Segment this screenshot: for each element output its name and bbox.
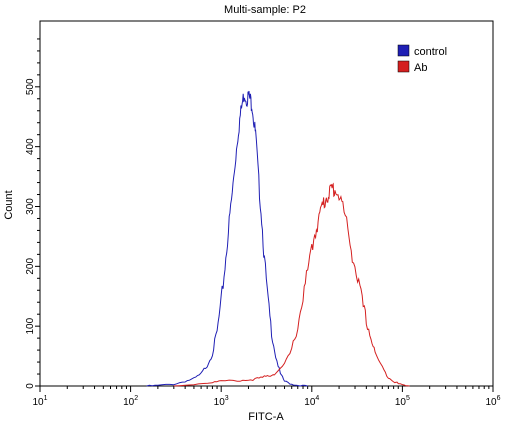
series-line-control — [146, 90, 308, 387]
x-tick-base: 10 — [395, 397, 407, 408]
x-tick-exponent: 3 — [225, 395, 229, 402]
x-tick-label: 102 — [123, 395, 138, 408]
y-axis-label: Count — [3, 190, 15, 219]
series-line-ab — [173, 182, 410, 387]
x-tick-exponent: 1 — [44, 395, 48, 402]
x-tick-label: 106 — [485, 395, 500, 408]
plot-area-frame — [39, 20, 494, 387]
x-tick-label: 103 — [214, 395, 229, 408]
y-tick-label: 500 — [25, 78, 36, 95]
x-tick-exponent: 6 — [497, 395, 501, 402]
x-axis-label: FITC-A — [248, 411, 284, 423]
x-tick-base: 10 — [214, 397, 226, 408]
y-tick-label: 200 — [25, 258, 36, 275]
chart-title: Multi-sample: P2 — [224, 4, 306, 16]
y-axis-ticks: 0 100 200 300 400 500 — [25, 38, 40, 389]
x-tick-base: 10 — [304, 397, 316, 408]
series-layer — [146, 90, 410, 387]
x-axis-ticks: 101 102 103 104 105 106 — [32, 386, 501, 408]
x-tick-exponent: 2 — [134, 395, 138, 402]
y-tick-label: 400 — [25, 138, 36, 155]
x-tick-base: 10 — [32, 397, 44, 408]
y-tick-label: 0 — [25, 383, 36, 389]
x-tick-label: 105 — [395, 395, 410, 408]
y-tick-label: 300 — [25, 198, 36, 215]
x-tick-base: 10 — [485, 397, 497, 408]
x-tick-exponent: 4 — [315, 395, 319, 402]
legend-swatch-control — [397, 44, 410, 57]
legend-label-control: control — [414, 46, 447, 58]
x-tick-label: 104 — [304, 395, 319, 408]
legend: control Ab — [397, 44, 447, 74]
legend-swatch-ab — [397, 60, 410, 73]
x-tick-base: 10 — [123, 397, 135, 408]
y-tick-label: 100 — [25, 317, 36, 334]
x-tick-label: 101 — [32, 395, 47, 408]
legend-label-ab: Ab — [414, 62, 427, 74]
x-tick-exponent: 5 — [406, 395, 410, 402]
